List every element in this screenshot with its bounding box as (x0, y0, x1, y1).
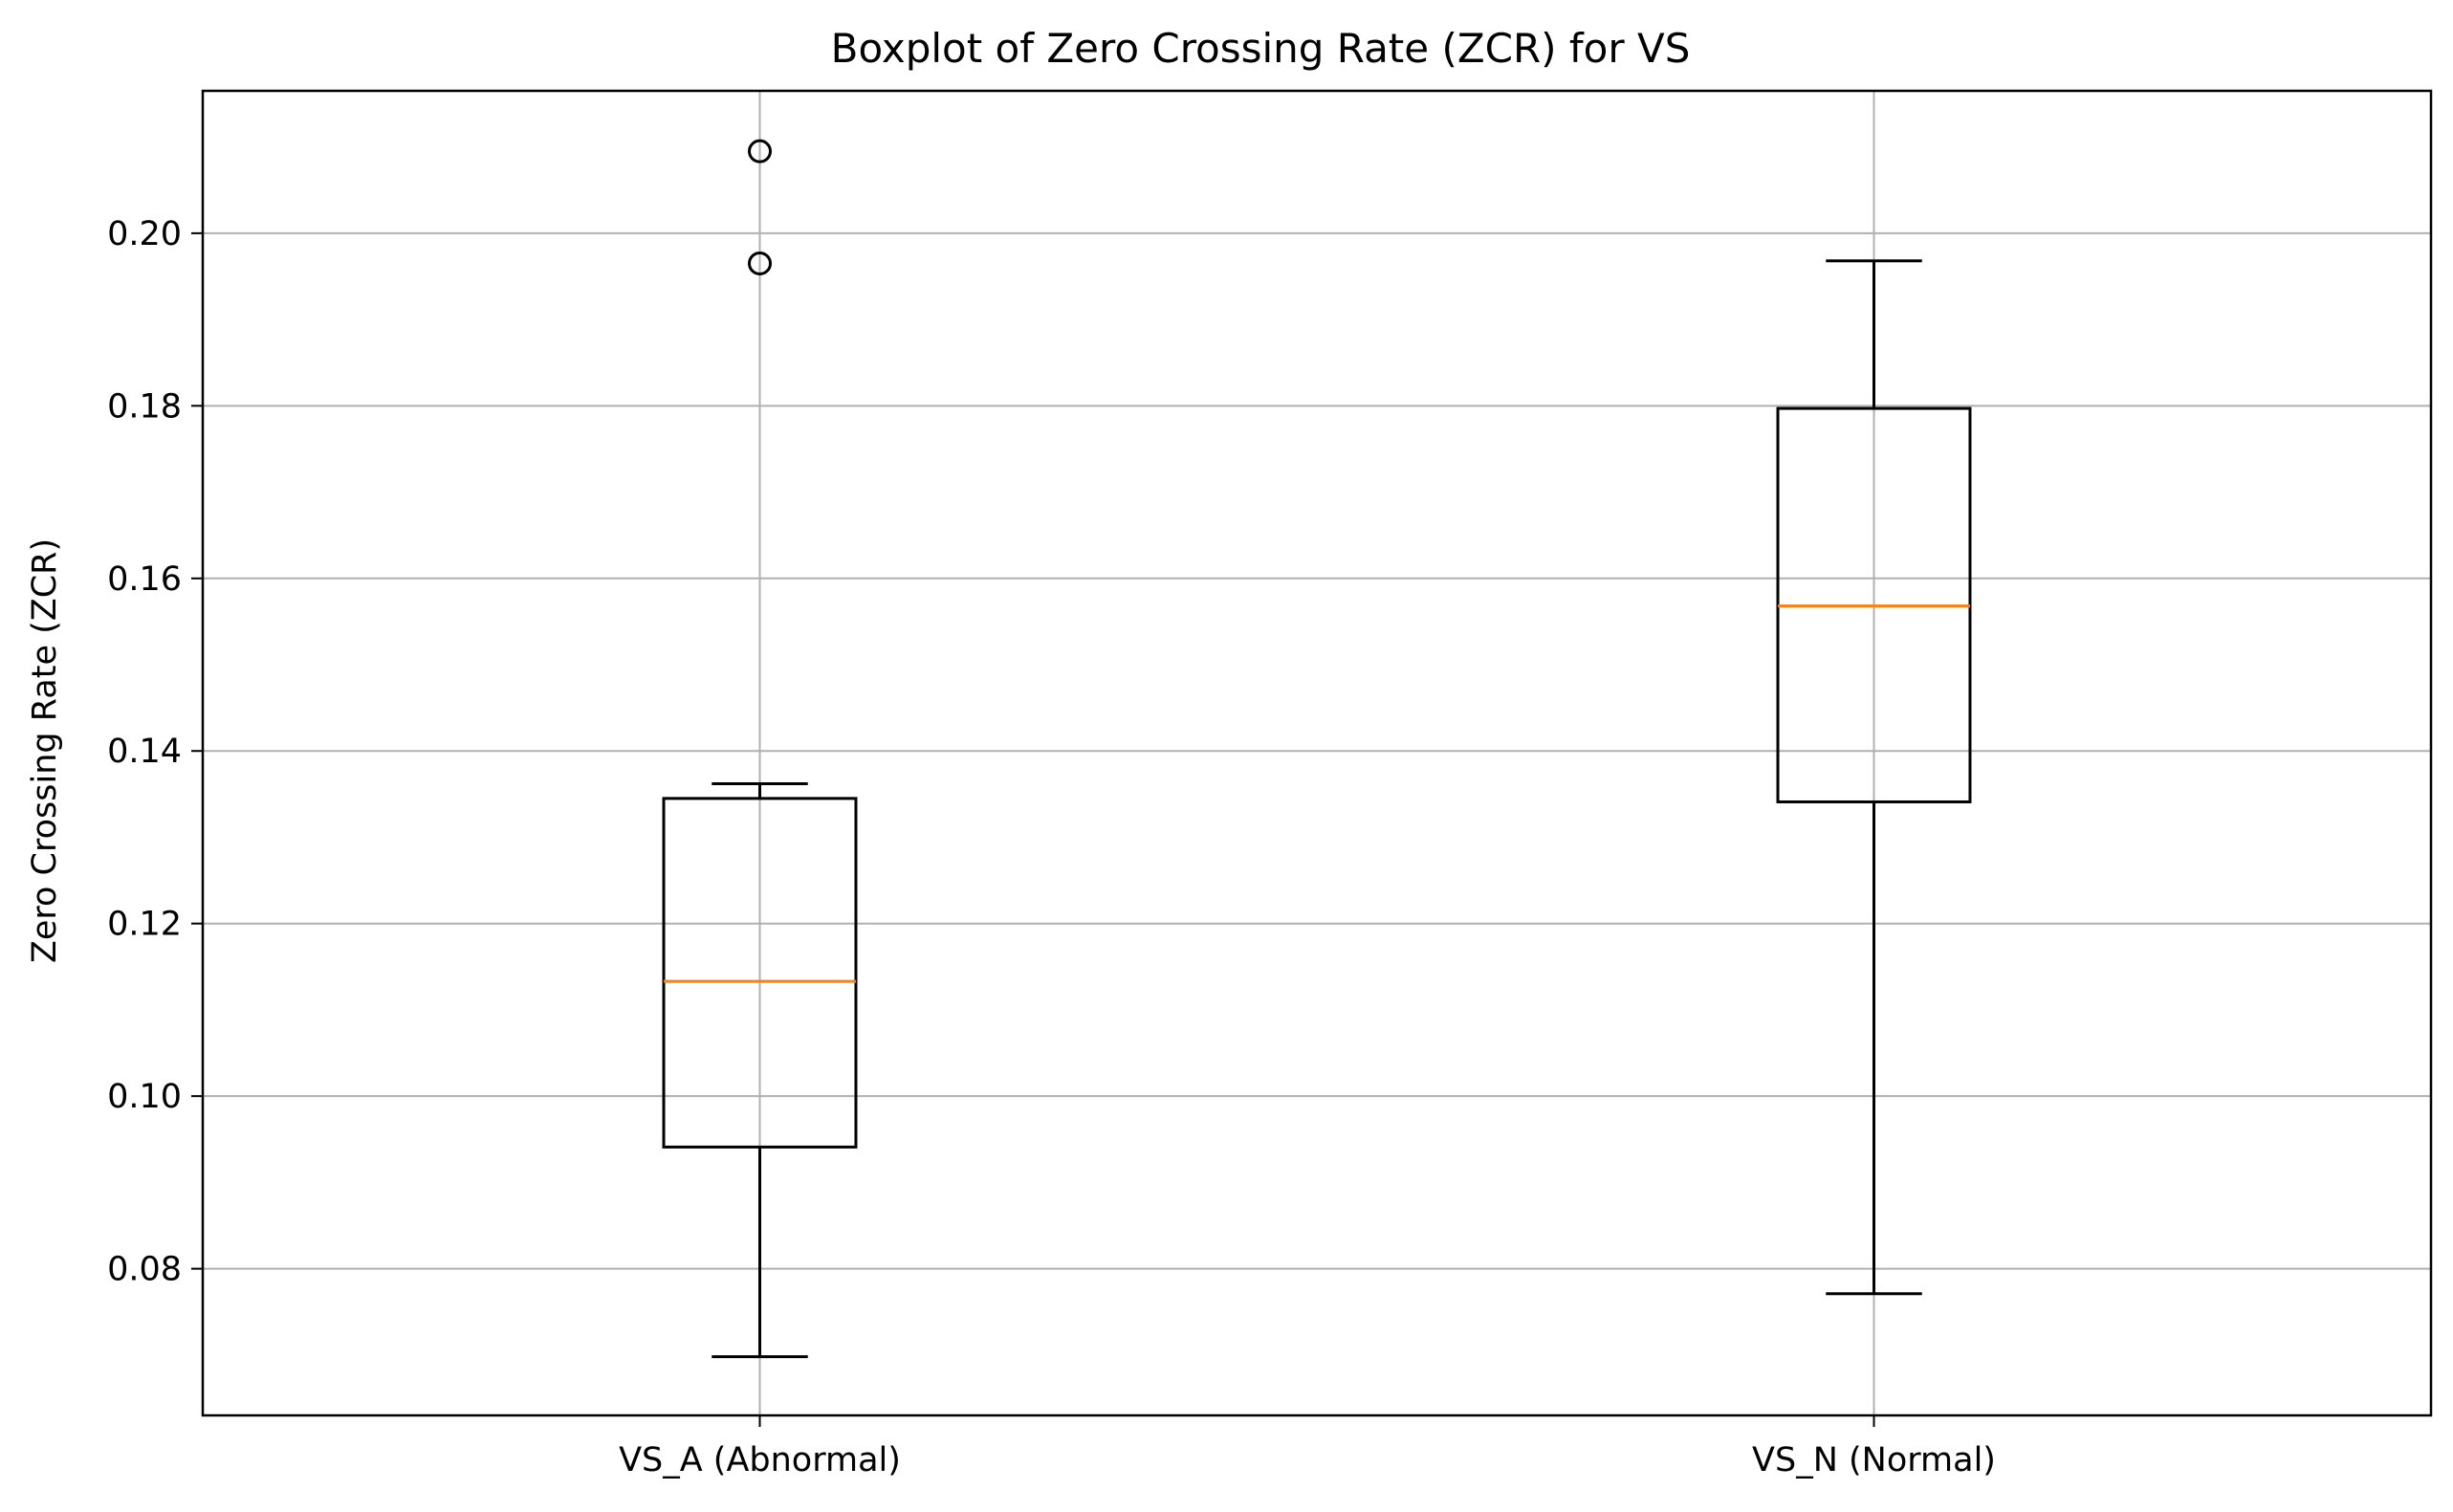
y-tick-label: 0.16 (107, 560, 182, 599)
y-tick-label: 0.14 (107, 733, 182, 771)
y-tick-label: 0.18 (107, 387, 182, 426)
x-tick-label: VS_A (Abnormal) (619, 1441, 901, 1479)
plot-frame (201, 89, 2433, 1417)
y-tick-label: 0.12 (107, 906, 182, 944)
y-tick-label: 0.08 (107, 1251, 182, 1289)
chart-title: Boxplot of Zero Crossing Rate (ZCR) for … (831, 25, 1691, 72)
grid-layer (203, 91, 2431, 1415)
y-tick-label: 0.20 (107, 215, 182, 253)
x-tick-label: VS_N (Normal) (1752, 1441, 1996, 1479)
y-tick-label: 0.10 (107, 1078, 182, 1116)
tick-layer: 0.08 0.10 0.12 0.14 0.16 0.18 0.20 VS_A (Abnorm… (107, 215, 1996, 1479)
box-group (662, 139, 858, 1359)
box-layer (662, 139, 1972, 1359)
outlier-point (748, 251, 772, 275)
y-axis-label: Zero Crossing Rate (ZCR) (26, 538, 64, 963)
iqr-box (662, 797, 858, 1149)
outlier-point (748, 139, 772, 164)
box-group (1776, 259, 1972, 1296)
